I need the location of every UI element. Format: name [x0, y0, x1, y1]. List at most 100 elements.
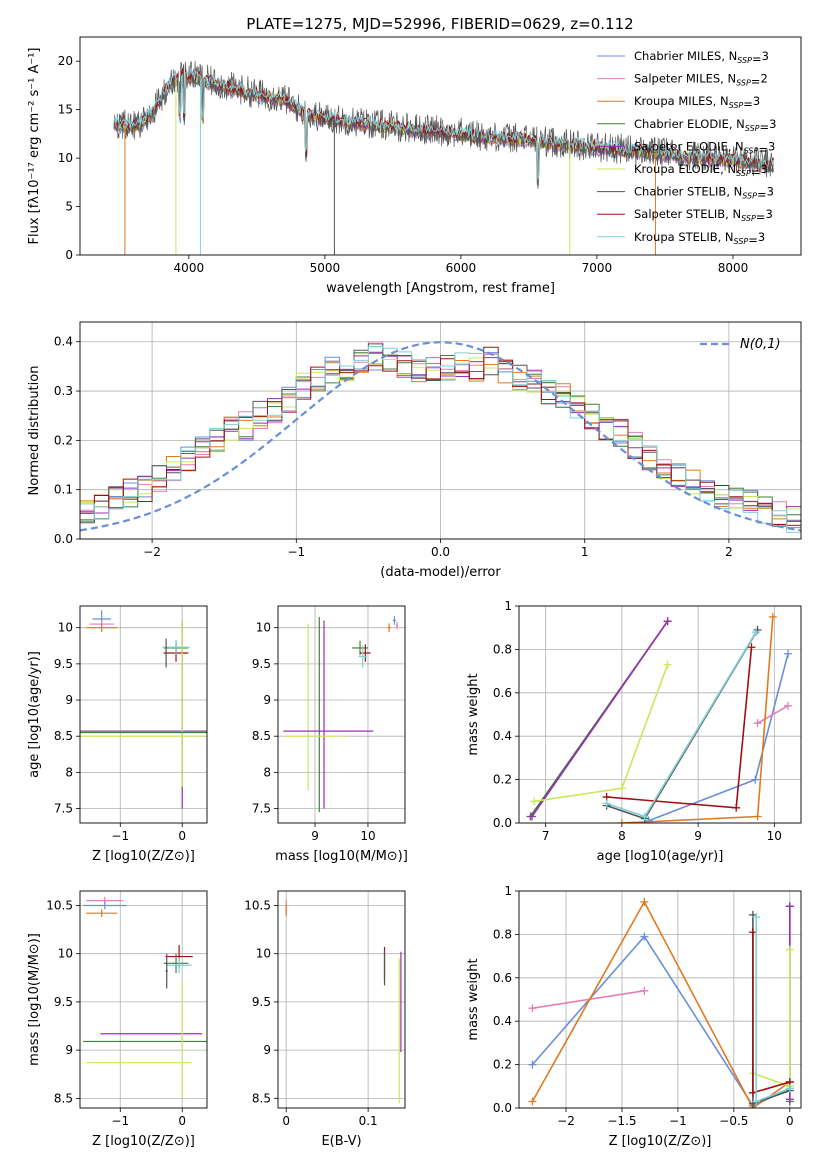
weight_vs_age-series-kroupa-elodie: [530, 660, 672, 806]
spectrum-axes: 4000 5000 6000 7000 8000 0 5 10 15 20 wavelength […: [27, 36, 802, 296]
legend-name: Kroupa STELIB: [634, 230, 718, 244]
spectrum-xlabel: wavelength [Angstrom, rest frame]: [326, 281, 555, 296]
mass_vs_z-point-chabrier-miles: [83, 901, 127, 910]
mass_vs_ebv-xtick-label: 0.1: [359, 1114, 378, 1128]
spectrum-xtick-label: 7000: [582, 261, 613, 275]
age_vs_mass-axes: 9 10 7.5 8 8.5 9 9.5 10 mass [log10(M/M⊙)]: [252, 605, 408, 864]
weight_vs_z-marker: [640, 932, 649, 941]
legend-eq: =: [760, 120, 770, 134]
weight_vs_z-marker: [640, 897, 649, 906]
legend-name: Salpeter ELODIE: [634, 139, 728, 153]
age_vs_mass-xlabel: mass [log10(M/M⊙)]: [275, 849, 408, 864]
weight_vs_age-line: [531, 620, 669, 817]
residuals-ytick-label: 0.2: [54, 433, 73, 447]
weight_vs_age-marker: [663, 617, 672, 626]
age_vs_z-point-chabrier-stelib: [164, 638, 168, 668]
age_vs_z-ytick-label: 7.5: [54, 802, 73, 816]
spectrum-xtick-label: 8000: [718, 261, 749, 275]
age_vs_z-ytick-label: 8.5: [54, 729, 73, 743]
mass_vs_z-point-kroupa-stelib: [166, 957, 192, 973]
mass_vs_z-ytick-label: 9.5: [54, 995, 73, 1009]
weight_vs_age-series-salpeter-elodie: [527, 617, 672, 821]
residuals-ytick-label: 0.3: [54, 384, 73, 398]
weight_vs_age-ytick-label: 1: [504, 599, 512, 613]
legend-eq: =: [756, 210, 766, 224]
weight_vs_age-series-kroupa-stelib: [602, 628, 761, 821]
mass_vs_z-point-chabrier-elodie: [163, 953, 189, 973]
residuals-axes: −2 −1 0.0 1 2 0.0 0.1 0.2 0.3 0.4 (data-model)/err…: [27, 321, 802, 580]
weight_vs_z-ytick-label: 0.4: [493, 1014, 512, 1028]
weight_vs_age-marker: [784, 701, 793, 710]
weight_vs_z-xtick-label: −1.5: [607, 1114, 636, 1128]
age_vs_mass-ytick-label: 7.5: [252, 802, 271, 816]
legend-nssp-value: 3: [760, 162, 767, 176]
legend-eq: =: [751, 75, 761, 89]
legend-eq: =: [758, 142, 768, 156]
legend-nssp-value: 2: [760, 72, 767, 86]
legend-name: Kroupa ELODIE: [634, 162, 720, 176]
legend-eq: =: [757, 188, 767, 202]
weight_vs_z-series-kroupa-stelib: [752, 913, 794, 1106]
weight_vs_age-series-salpeter-stelib: [602, 643, 756, 812]
legend-nssp-prefix: , N: [718, 230, 734, 244]
legend-eq: =: [751, 165, 761, 179]
age_vs_z-ytick-label: 9.5: [54, 657, 73, 671]
weight_vs_age-line: [606, 629, 759, 820]
spectrum-xtick-label: 5000: [310, 261, 341, 275]
weight_vs_z-frame: [518, 890, 802, 1109]
weight_vs_age-xtick-label: 8: [618, 829, 626, 843]
spectrum-line-salpeter-stelib: [113, 67, 774, 181]
legend-label: Kroupa ELODIE, NSSP=3: [634, 162, 768, 179]
legend-label: Salpeter MILES, NSSP=2: [634, 72, 768, 89]
mass_vs_ebv-ytick-label: 10.5: [244, 898, 271, 912]
residuals-xtick-label: −1: [287, 545, 305, 559]
weight_vs_z-ytick-label: 0.0: [493, 1101, 512, 1115]
legend-name: Chabrier MILES: [634, 49, 721, 63]
age_vs_z-ytick-label: 9: [65, 693, 73, 707]
legend-name: Salpeter STELIB: [634, 207, 725, 221]
weight_vs_age-ytick-label: 0.8: [493, 642, 512, 656]
legend-nssp-value: 3: [765, 207, 772, 221]
mass_vs_z-point-chabrier-stelib: [165, 953, 168, 989]
age_vs_mass-point-chabrier-miles: [392, 616, 397, 625]
mass_vs_ebv-ytick-label: 9.5: [252, 995, 271, 1009]
legend-label: Chabrier MILES, NSSP=3: [634, 49, 769, 66]
weight_vs_age-series-kroupa-miles: [617, 612, 777, 823]
weight_vs_age-ytick-label: 0.6: [493, 686, 512, 700]
weight_vs_age-xtick-label: 9: [694, 829, 702, 843]
age_vs_z-xtick-label: 0: [178, 829, 186, 843]
mass_vs_z-xlabel: Z [log10(Z/Z⊙)]: [92, 1134, 195, 1149]
age_vs_mass-ytick-label: 9.5: [252, 657, 271, 671]
legend-nssp-value: 3: [767, 185, 774, 199]
weight_vs_z-ytick-label: 0.6: [493, 971, 512, 985]
weight_vs_age-marker: [602, 799, 611, 808]
weight_vs_z-marker: [752, 1097, 761, 1106]
weight_vs_z-xlabel: Z [log10(Z/Z⊙)]: [609, 1134, 712, 1149]
weight_vs_age-marker: [751, 775, 760, 784]
weight_vs_z-line: [755, 917, 791, 1103]
legend-nssp-sub: SSP: [729, 101, 744, 110]
spectrum-frame: [79, 36, 802, 256]
mass_vs_ebv-ytick-label: 9: [263, 1043, 271, 1057]
legend-nssp-sub: SSP: [734, 237, 749, 246]
residuals-xtick-label: −2: [143, 545, 161, 559]
legend-nssp-sub: SSP: [742, 192, 757, 201]
mass_vs_z-ylabel: mass [log10(M/M⊙)]: [27, 933, 42, 1066]
legend-nssp-prefix: , N: [720, 162, 736, 176]
legend-nssp-value: 3: [768, 139, 775, 153]
mass_vs_ebv-xlabel: E(B-V): [321, 1134, 361, 1149]
spectrum-xtick-label: 6000: [446, 261, 477, 275]
residuals-ytick-label: 0.4: [54, 335, 73, 349]
legend-eq: =: [743, 97, 753, 111]
normal-curve: [80, 341, 801, 532]
weight_vs_z-line: [752, 949, 791, 1088]
weight_vs_z-marker: [785, 1095, 794, 1104]
residuals-hist-salpeter-stelib: [80, 346, 801, 525]
spectrum-line-kroupa-stelib: [113, 67, 774, 181]
weight_vs_z-xtick-label: −1: [669, 1114, 687, 1128]
mass_vs_z-xtick-label: 0: [178, 1114, 186, 1128]
legend-eq: =: [748, 233, 758, 247]
mass_vs_ebv-ytick-label: 8.5: [252, 1091, 271, 1105]
age_vs_mass-xtick-label: 10: [360, 829, 375, 843]
legend-nssp-sub: SSP: [745, 124, 760, 133]
